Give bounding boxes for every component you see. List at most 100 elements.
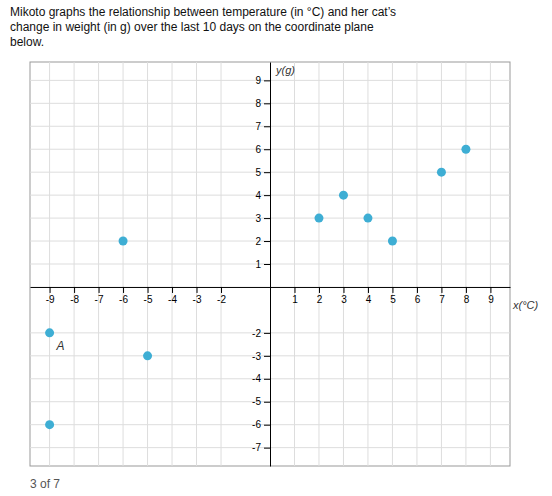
tick-label: 6 (255, 144, 261, 155)
tick-mark (172, 287, 173, 293)
title: change in weight (in g) over the last 10… (10, 20, 374, 34)
tick-label: -8 (70, 294, 79, 305)
tick-label: 1 (292, 294, 298, 305)
tick-label: 9 (488, 294, 494, 305)
tick-mark (264, 103, 270, 104)
tick: -3 (252, 351, 270, 362)
tick-mark (264, 425, 270, 426)
grid (30, 62, 510, 466)
title: Mikoto graphs the relationship between t… (10, 5, 396, 19)
tick-mark (264, 264, 270, 265)
tick-mark (264, 356, 270, 357)
tick-mark (264, 333, 270, 334)
tick-mark (294, 287, 295, 293)
tick-label: 9 (255, 75, 261, 86)
tick-mark (264, 448, 270, 449)
tick-label: -2 (217, 294, 226, 305)
tick: -4 (168, 287, 177, 305)
tick-label: 8 (464, 294, 470, 305)
tick-label: -3 (252, 351, 261, 362)
tick-label: -7 (95, 294, 104, 305)
tick-label: -4 (168, 294, 177, 305)
tick-label: -7 (252, 442, 261, 453)
tick: 3 (255, 213, 270, 224)
tick: 9 (255, 75, 270, 86)
title: below. (10, 35, 44, 49)
annotation: A (56, 339, 65, 353)
point (143, 351, 152, 360)
tick: 1 (292, 287, 298, 305)
tick-label: 6 (415, 294, 421, 305)
tick-mark (264, 241, 270, 242)
tick-mark (264, 149, 270, 150)
plot: -9-8-7-6-5-4-3-2123456789-7-6-5-4-3-2123… (30, 62, 539, 467)
tick-label: 2 (255, 236, 261, 247)
tick-mark (417, 287, 418, 293)
tick: -8 (70, 287, 79, 305)
tick-mark (264, 379, 270, 380)
tick: 5 (390, 287, 396, 305)
tick: 8 (464, 287, 470, 305)
tick: 6 (255, 144, 270, 155)
tick-label: -9 (46, 294, 55, 305)
point (119, 237, 128, 246)
tick-mark (99, 287, 100, 293)
tick-mark (148, 287, 149, 293)
tick-mark (74, 287, 75, 293)
y-axis-label: y(g) (275, 64, 295, 76)
tick-label: -6 (252, 419, 261, 430)
tick-label: 4 (366, 294, 372, 305)
tick: 2 (317, 287, 323, 305)
tick-mark (264, 126, 270, 127)
tick-mark (466, 287, 467, 293)
tick: -5 (252, 396, 270, 407)
tick-label: -3 (193, 294, 202, 305)
point (45, 420, 54, 429)
tick-mark (221, 287, 222, 293)
tick: 4 (366, 287, 372, 305)
point (339, 191, 348, 200)
point (45, 328, 54, 337)
tick-mark (264, 172, 270, 173)
plot-frame (30, 62, 510, 466)
tick-label: 8 (255, 98, 261, 109)
tick-label: -5 (144, 294, 153, 305)
tick-mark (343, 287, 344, 293)
tick-mark (197, 287, 198, 293)
tick-label: 7 (255, 121, 261, 132)
tick: -5 (144, 287, 153, 305)
tick: 7 (439, 287, 445, 305)
point (388, 237, 397, 246)
chart: Mikoto graphs the relationship between t… (0, 0, 552, 496)
tick-mark (319, 287, 320, 293)
tick-mark (50, 287, 51, 293)
tick-mark (441, 287, 442, 293)
y-axis: -7 -6 -5 -4 -3 -2 1 2 3 4 5 6 7 8 9 (252, 63, 270, 467)
annotation: 3 of 7 (30, 477, 60, 491)
tick: 9 (488, 287, 494, 305)
x-axis-label: x(°C) (512, 299, 539, 311)
tick-label: 5 (390, 294, 396, 305)
tick-label: -4 (252, 373, 261, 384)
tick-mark (264, 402, 270, 403)
tick: 6 (415, 287, 421, 305)
axis-line (270, 63, 271, 467)
tick: -2 (217, 287, 226, 305)
tick-label: 3 (341, 294, 347, 305)
tick-mark (264, 218, 270, 219)
tick-label: 1 (255, 259, 261, 270)
tick: -4 (252, 373, 270, 384)
tick: 5 (255, 167, 270, 178)
tick: 3 (341, 287, 347, 305)
tick: -2 (252, 328, 270, 339)
tick-mark (264, 80, 270, 81)
points (45, 145, 470, 429)
tick: 2 (255, 236, 270, 247)
tick: 4 (255, 190, 270, 201)
point (461, 145, 470, 154)
tick-mark (264, 195, 270, 196)
tick-label: 4 (255, 190, 261, 201)
tick: -9 (46, 287, 55, 305)
tick-mark (368, 287, 369, 293)
tick: -7 (95, 287, 104, 305)
